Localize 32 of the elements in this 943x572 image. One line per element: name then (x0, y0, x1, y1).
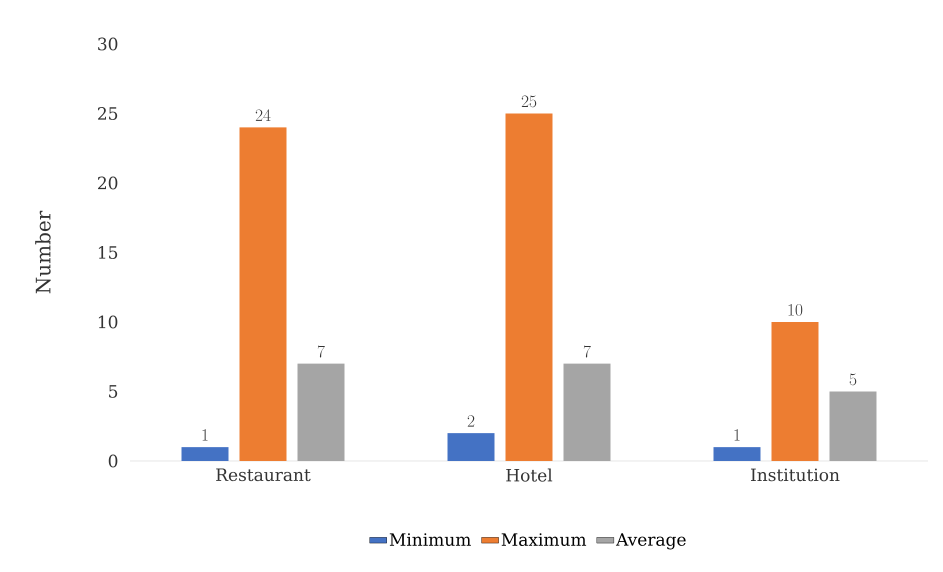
bar (182, 447, 229, 461)
x-tick-label: Hotel (506, 468, 552, 482)
x-tick-label: Restaurant (216, 468, 311, 482)
y-axis-title: Number (35, 210, 51, 294)
data-label: 1 (734, 429, 740, 441)
bar (714, 447, 760, 461)
y-tick-label: 5 (109, 385, 118, 398)
bar (298, 364, 345, 461)
y-tick-label: 10 (98, 316, 118, 328)
y-tick-label: 25 (98, 107, 118, 120)
data-label: 10 (788, 304, 802, 316)
data-label: 25 (522, 96, 536, 108)
bar (240, 127, 287, 461)
data-label: 7 (584, 345, 591, 358)
legend-label: Maximum (502, 533, 586, 546)
bar (448, 433, 494, 461)
data-label: 2 (468, 415, 474, 427)
legend-label: Average (616, 533, 686, 550)
y-tick-label: 0 (108, 454, 118, 468)
legend-label: Minimum (390, 533, 471, 546)
bar (506, 113, 552, 461)
bar (829, 391, 876, 461)
y-tick-label: 30 (98, 38, 118, 50)
bar (564, 364, 610, 461)
y-tick-label: 15 (98, 246, 118, 259)
data-label: 1 (202, 429, 208, 441)
data-label: 24 (256, 109, 271, 121)
bar (771, 322, 818, 461)
data-label: 7 (318, 345, 325, 358)
y-tick-label: 20 (98, 176, 118, 190)
x-tick-label: Institution (750, 468, 840, 482)
data-label: 5 (850, 374, 856, 386)
